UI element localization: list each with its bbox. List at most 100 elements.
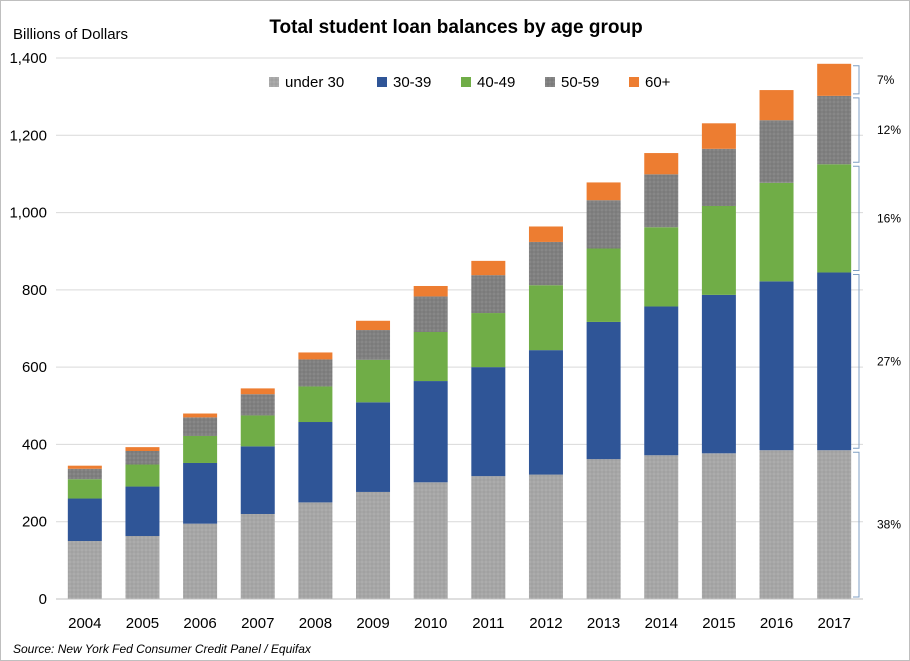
bar-segment-30-39 [528,350,563,475]
bar-segment-under-30 [298,502,333,599]
bar-segment-30-39 [701,294,736,454]
bar-segment-60plus [125,447,160,451]
bar-segment-30-39 [356,402,391,492]
bar-segment-under-30 [125,536,160,599]
bar-segment-50-59 [67,468,102,480]
share-label: 38% [877,518,901,532]
bar-segment-60plus [413,285,448,297]
bar-segment-50-59 [817,95,852,165]
legend-swatch [269,77,279,87]
bar-segment-under-30 [471,476,506,599]
share-annotations: 38% 27% 16% 12% 7% [853,65,901,598]
legend-swatch [629,77,639,87]
x-tick-label: 2007 [241,615,274,632]
bar-segment-30-39 [644,306,679,456]
legend-label: under 30 [285,74,344,91]
bar-segment-50-59 [701,148,736,207]
bar-segment-50-59 [125,450,160,465]
x-tick-label: 2005 [126,615,159,632]
bar-segment-60plus [471,260,506,276]
x-tick-label: 2015 [702,615,735,632]
x-tick-label: 2012 [529,615,562,632]
share-bracket [853,273,860,449]
bar-segment-under-30 [67,541,102,599]
share-bracket [853,97,860,163]
bar-segment-under-30 [183,523,218,599]
share-bracket [853,165,860,271]
bar-segment-30-39 [298,422,333,503]
legend-swatch [545,77,555,87]
bar-segment-40-49 [759,182,794,282]
bar-segment-40-49 [817,164,852,273]
bar-segment-60plus [528,226,563,242]
bar-segment-50-59 [759,120,794,183]
legend: under 30 30-39 40-49 50-59 60+ [269,74,671,91]
gridlines [56,57,863,523]
x-tick-label: 2008 [299,615,332,632]
bar-segment-40-49 [701,206,736,295]
bar-segment-60plus [644,153,679,175]
legend-label: 60+ [645,74,671,91]
x-tick-label: 2006 [183,615,216,632]
bar-segment-60plus [817,63,852,96]
bar-segment-60plus [183,413,218,418]
bar-segment-50-59 [356,330,391,360]
bar-segment-under-30 [413,482,448,599]
bar-segment-50-59 [183,417,218,436]
source-note: Source: New York Fed Consumer Credit Pan… [13,642,312,656]
share-bracket [853,451,860,598]
bar-segment-under-30 [817,450,852,599]
bar-segment-30-39 [471,367,506,477]
bar-segment-50-59 [528,241,563,286]
bar-segment-60plus [356,320,391,331]
bar-segment-40-49 [413,331,448,382]
bars [67,63,852,599]
legend-label: 30-39 [393,74,431,91]
bar-segment-40-49 [644,227,679,307]
legend-swatch [461,77,471,87]
legend-label: 40-49 [477,74,515,91]
bar-segment-40-49 [356,359,391,403]
y-tick-label: 1,000 [9,205,47,222]
x-tick-label: 2013 [587,615,620,632]
bar-segment-50-59 [586,200,621,249]
bar-segment-60plus [759,90,794,121]
bar-segment-60plus [701,123,736,149]
bar-segment-under-30 [701,453,736,599]
bar-segment-40-49 [125,464,160,487]
bar-segment-40-49 [586,248,621,322]
bar-segment-30-39 [183,462,218,524]
bar-segment-40-49 [298,386,333,423]
bar-segment-30-39 [125,486,160,537]
x-tick-label: 2014 [645,615,678,632]
bar-segment-under-30 [528,474,563,599]
bar-segment-40-49 [67,479,102,499]
x-tick-label: 2004 [68,615,101,632]
bar-segment-30-39 [817,272,852,451]
bar-segment-under-30 [759,450,794,599]
bar-segment-under-30 [586,459,621,599]
bar-segment-60plus [67,465,102,469]
bar-segment-40-49 [240,415,275,447]
bar-segment-30-39 [759,281,794,451]
x-tick-label: 2011 [472,615,504,632]
share-label: 27% [877,354,901,368]
y-axis-title: Billions of Dollars [13,26,128,43]
bar-segment-50-59 [413,296,448,332]
x-tick-label: 2016 [760,615,793,632]
axes: 0 200 400 600 800 1,000 1,200 1,400 2004 2005 2006… [9,50,863,632]
legend-label: 50-59 [561,74,599,91]
y-tick-label: 0 [39,591,47,608]
share-label: 12% [877,123,901,137]
bar-segment-under-30 [644,455,679,599]
share-label: 16% [877,211,901,225]
x-tick-label: 2010 [414,615,447,632]
y-tick-label: 1,200 [9,127,47,144]
bar-segment-60plus [240,388,275,395]
bar-segment-30-39 [586,321,621,460]
bar-segment-60plus [298,352,333,360]
bar-segment-30-39 [413,381,448,483]
bar-segment-30-39 [240,446,275,514]
y-tick-label: 200 [22,514,47,531]
